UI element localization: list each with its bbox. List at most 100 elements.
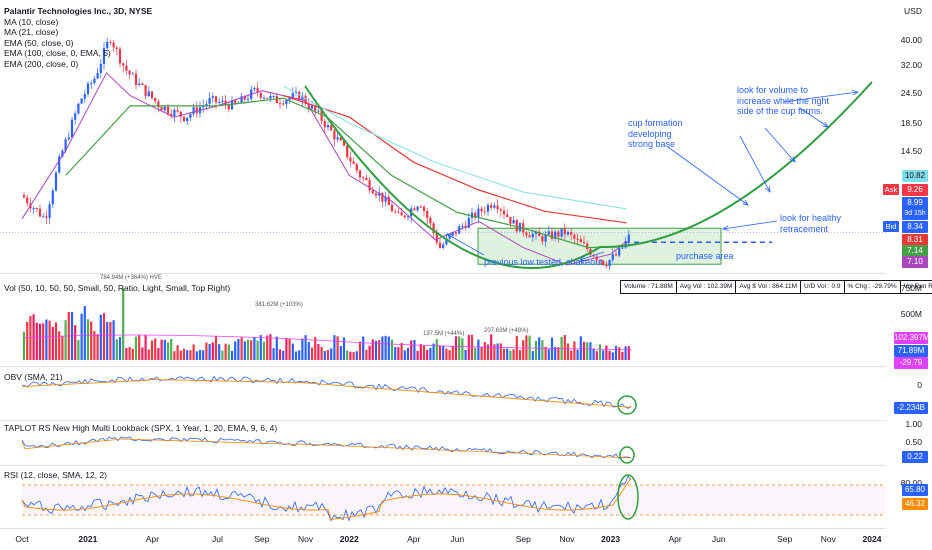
volume-bar — [598, 344, 602, 360]
legend-ema200[interactable]: EMA (200, close, 0) — [4, 58, 79, 69]
candle-body — [294, 91, 298, 94]
candle-body — [531, 233, 534, 238]
candle-body — [349, 157, 352, 162]
retracement-arrow-head — [721, 225, 729, 231]
retracement-note: look for healthy retracement — [780, 213, 842, 234]
candle-body — [160, 107, 163, 111]
x-axis-label: Apr — [145, 534, 159, 544]
candle-body — [506, 214, 509, 217]
volume-bar — [570, 350, 573, 360]
volume-bar — [429, 347, 432, 360]
volume-bar — [118, 337, 122, 360]
series-line — [283, 95, 627, 224]
candle-body — [397, 211, 400, 213]
volume-bar — [518, 350, 522, 360]
series-line — [65, 97, 627, 249]
rsi-value-tag: 65.80 — [902, 484, 928, 496]
candle-body — [352, 161, 355, 164]
candle-body — [253, 87, 256, 90]
candle-body — [221, 100, 224, 102]
avg-volume-tag: 102.397M — [894, 332, 930, 344]
volume-bar — [109, 322, 112, 360]
legend-ema100[interactable]: EMA (100, close, 0, EMA, 5) — [4, 48, 111, 58]
candle-body — [371, 190, 374, 194]
candle-body — [272, 95, 275, 97]
rs-pane-title[interactable]: TAPLOT RS New High Multi Lookback (SPX, … — [4, 423, 278, 433]
volume-bar — [554, 346, 557, 360]
obv-pane-title[interactable]: OBV (SMA, 21) — [4, 372, 63, 382]
obv-highlight-circle — [617, 395, 637, 415]
volume-bar — [605, 345, 608, 360]
volume-bar — [186, 350, 189, 360]
volume-arrow — [782, 91, 859, 103]
volume-axis-label: 500M — [900, 309, 922, 319]
volume-bar — [451, 345, 454, 360]
volume-arrow — [799, 107, 829, 128]
candle-body — [339, 137, 342, 141]
candle-body — [467, 217, 470, 228]
volume-bar — [237, 339, 240, 360]
volume-bar — [483, 342, 486, 360]
volume-bar — [45, 319, 48, 360]
candle-body — [45, 216, 48, 218]
candle-body — [563, 228, 566, 235]
volume-change-tag: -29.79 — [894, 357, 928, 369]
x-axis-label: Apr — [407, 534, 421, 544]
volume-bar — [80, 313, 83, 360]
volume-bar — [224, 343, 227, 360]
candle-body — [426, 211, 429, 219]
candle-body — [570, 231, 573, 235]
candle-body — [480, 208, 483, 212]
rsi-pane-title[interactable]: RSI (12, close, SMA, 12, 2) — [4, 470, 107, 480]
candle-body — [80, 98, 83, 104]
volume-bar — [352, 351, 355, 360]
bid-price-tag: 8.34 — [902, 221, 928, 233]
volume-bar — [323, 350, 326, 360]
volume-bar — [22, 331, 26, 360]
legend-ma21[interactable]: MA (21, close) — [4, 27, 59, 37]
candle-body — [442, 244, 445, 249]
volume-bar — [531, 351, 534, 360]
volume-bar — [99, 314, 102, 360]
legend-ema50[interactable]: EMA (50, close, 0) — [4, 37, 74, 48]
candle-body — [58, 156, 61, 173]
candle-body — [342, 140, 346, 146]
candle-body — [323, 120, 326, 128]
volume-bar — [464, 350, 467, 360]
volume-bar — [368, 345, 371, 360]
candle-body — [170, 113, 173, 117]
candle-body — [154, 98, 157, 102]
candle-body — [576, 238, 579, 240]
volume-bar — [42, 323, 45, 360]
volume-pane-title[interactable]: Vol (50, 10, 50, 50, Small, 50, Ratio, L… — [4, 283, 231, 293]
obv-value-tag: -2.234B — [894, 402, 928, 414]
candle-body — [141, 83, 144, 86]
candle-body — [586, 243, 589, 250]
candle-body — [614, 254, 618, 256]
volume-bar — [378, 340, 381, 360]
legend-ma10[interactable]: MA (10, close) — [4, 16, 59, 27]
volume-bar — [342, 337, 346, 360]
volume-bar — [326, 349, 330, 360]
candle-body — [362, 177, 365, 179]
candle-body — [618, 248, 621, 256]
symbol-title[interactable]: Palantir Technologies Inc., 3D, NYSE — [4, 6, 153, 16]
volume-bar — [182, 348, 186, 360]
volume-arrow-head — [789, 156, 796, 163]
candle-body — [541, 236, 544, 242]
volume-bar — [240, 337, 243, 360]
candle-body — [266, 97, 269, 99]
volume-bar — [333, 335, 336, 360]
candle-body — [38, 208, 42, 217]
obv-axis-label: 0 — [917, 380, 922, 390]
shakeout-arrow-right-head — [579, 255, 587, 261]
candle-body — [608, 259, 611, 267]
volume-bar — [314, 336, 317, 360]
candle-body — [534, 231, 538, 234]
candle-body — [461, 225, 464, 227]
volume-bar — [381, 336, 384, 360]
volume-bar — [147, 349, 150, 360]
candle-body — [355, 163, 358, 171]
